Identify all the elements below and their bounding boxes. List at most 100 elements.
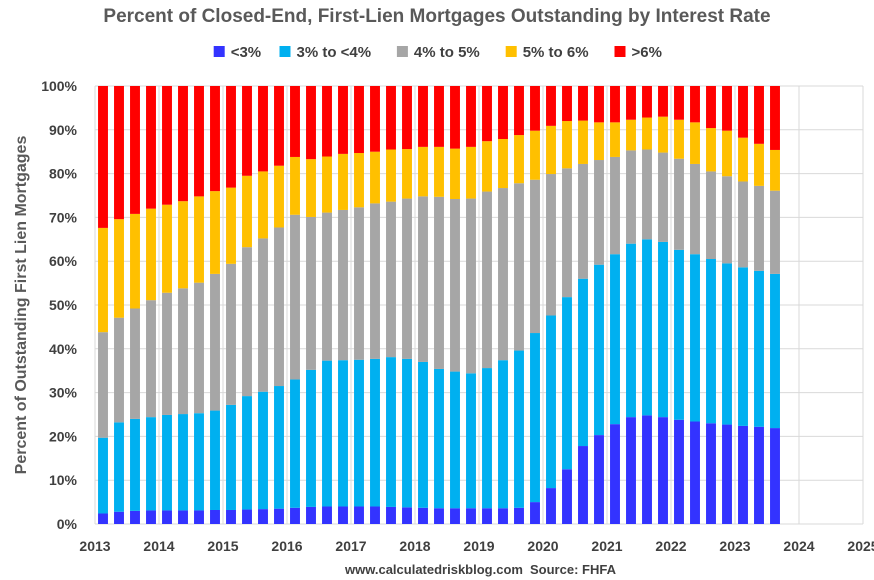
bar-segment-series-4 xyxy=(738,86,748,138)
bar-segment-series-0 xyxy=(482,508,492,524)
bar-segment-series-3 xyxy=(498,139,508,189)
y-tick-label: 70% xyxy=(49,209,78,225)
legend-label: >6% xyxy=(632,44,662,61)
bar-segment-series-2 xyxy=(690,163,700,255)
bar-segment-series-2 xyxy=(514,183,524,351)
bar-segment-series-0 xyxy=(162,510,172,524)
y-tick-label: 80% xyxy=(49,166,78,182)
bar-segment-series-3 xyxy=(98,227,108,333)
y-tick-label: 0% xyxy=(57,516,78,532)
x-tick-label: 2022 xyxy=(655,538,686,554)
bar-segment-series-1 xyxy=(258,391,268,510)
bar-segment-series-0 xyxy=(226,509,236,524)
bar-segment-series-4 xyxy=(162,86,172,205)
bar-segment-series-4 xyxy=(338,86,348,154)
bar-segment-series-2 xyxy=(466,198,476,374)
bar-segment-series-4 xyxy=(194,86,204,197)
bar-segment-series-0 xyxy=(610,424,620,524)
bar-segment-series-1 xyxy=(194,413,204,511)
bar-segment-series-4 xyxy=(114,86,124,220)
bar-segment-series-1 xyxy=(338,360,348,507)
bar-segment-series-4 xyxy=(322,86,332,157)
bar-segment-series-0 xyxy=(498,508,508,524)
bar-segment-series-3 xyxy=(146,208,156,301)
bar-segment-series-2 xyxy=(674,158,684,250)
bar-segment-series-4 xyxy=(578,86,588,121)
bar-segment-series-4 xyxy=(706,86,716,129)
bar-segment-series-3 xyxy=(114,219,124,318)
bar-segment-series-2 xyxy=(610,156,620,255)
bar-segment-series-3 xyxy=(482,141,492,192)
bar-segment-series-2 xyxy=(754,185,764,271)
bar-segment-series-0 xyxy=(130,510,140,524)
bar-segment-series-4 xyxy=(610,86,620,123)
bar-segment-series-0 xyxy=(146,510,156,524)
bar-segment-series-1 xyxy=(370,358,380,507)
bar-segment-series-1 xyxy=(306,369,316,507)
bar-segment-series-2 xyxy=(498,188,508,361)
bar-segment-series-3 xyxy=(594,122,604,161)
bar-segment-series-4 xyxy=(178,86,188,202)
bar-segment-series-4 xyxy=(354,86,364,154)
bar-segment-series-1 xyxy=(690,254,700,422)
bar-segment-series-3 xyxy=(178,201,188,289)
bar-segment-series-3 xyxy=(690,122,700,164)
legend-label: 3% to <4% xyxy=(297,44,372,61)
x-tick-label: 2019 xyxy=(463,538,494,554)
bar-segment-series-0 xyxy=(642,415,652,524)
bar-segment-series-1 xyxy=(658,241,668,418)
bar-segment-series-1 xyxy=(706,259,716,424)
bar-segment-series-0 xyxy=(450,508,460,524)
legend-swatch xyxy=(505,46,517,57)
bar-segment-series-2 xyxy=(354,207,364,360)
bar-segment-series-1 xyxy=(498,360,508,509)
bar-segment-series-2 xyxy=(626,150,636,244)
y-tick-label: 40% xyxy=(49,341,78,357)
bar-segment-series-3 xyxy=(626,119,636,151)
y-tick-label: 90% xyxy=(49,122,78,138)
bar-segment-series-4 xyxy=(450,86,460,149)
bar-segment-series-0 xyxy=(354,506,364,524)
bar-segment-series-1 xyxy=(354,359,364,507)
bar-segment-series-1 xyxy=(578,278,588,447)
bar-segment-series-4 xyxy=(690,86,700,123)
bar-segment-series-1 xyxy=(674,249,684,420)
bar-segment-series-4 xyxy=(258,86,268,172)
bar-segment-series-0 xyxy=(530,502,540,524)
bar-segment-series-1 xyxy=(290,379,300,508)
bar-segment-series-3 xyxy=(610,122,620,157)
bar-segment-series-3 xyxy=(418,146,428,197)
bar-segment-series-2 xyxy=(274,227,284,387)
bar-segment-series-2 xyxy=(130,308,140,419)
bar-segment-series-4 xyxy=(210,86,220,192)
bar-segment-series-1 xyxy=(530,333,540,503)
bar-segment-series-1 xyxy=(162,414,172,511)
x-axis-ticks: 2013 2014 2015 2016 2017 2018 2019 2020 2021 2022… xyxy=(79,538,874,554)
bar-segment-series-2 xyxy=(450,199,460,372)
bar-segment-series-1 xyxy=(210,410,220,510)
y-axis-label: Percent of Outstanding First Lien Mortga… xyxy=(13,136,30,475)
bar-segment-series-0 xyxy=(258,509,268,524)
bar-segment-series-3 xyxy=(722,130,732,177)
bar-segment-series-0 xyxy=(754,426,764,524)
bar-segment-series-4 xyxy=(642,86,652,118)
bar-segment-series-0 xyxy=(402,507,412,524)
bar-segment-series-1 xyxy=(626,243,636,418)
y-axis-ticks: 0% 10% 20% 30% 40% 50% 60% 70% 80% 90% 100% xyxy=(41,78,77,532)
x-tick-label: 2020 xyxy=(527,538,558,554)
bar-segment-series-1 xyxy=(114,422,124,512)
bar-segment-series-1 xyxy=(418,361,428,508)
bar-segment-series-0 xyxy=(738,425,748,524)
x-tick-label: 2021 xyxy=(591,538,622,554)
legend-label: 4% to 5% xyxy=(414,44,480,61)
bar-segment-series-4 xyxy=(498,86,508,139)
bar-segment-series-3 xyxy=(338,153,348,210)
bar-segment-series-2 xyxy=(706,171,716,260)
bar-segment-series-2 xyxy=(370,203,380,359)
bar-segment-series-0 xyxy=(370,506,380,524)
bar-segment-series-4 xyxy=(130,86,140,214)
bar-segment-series-3 xyxy=(578,120,588,164)
footer-site: www.calculatedriskblog.com xyxy=(344,562,523,577)
bar-segment-series-4 xyxy=(674,86,684,120)
